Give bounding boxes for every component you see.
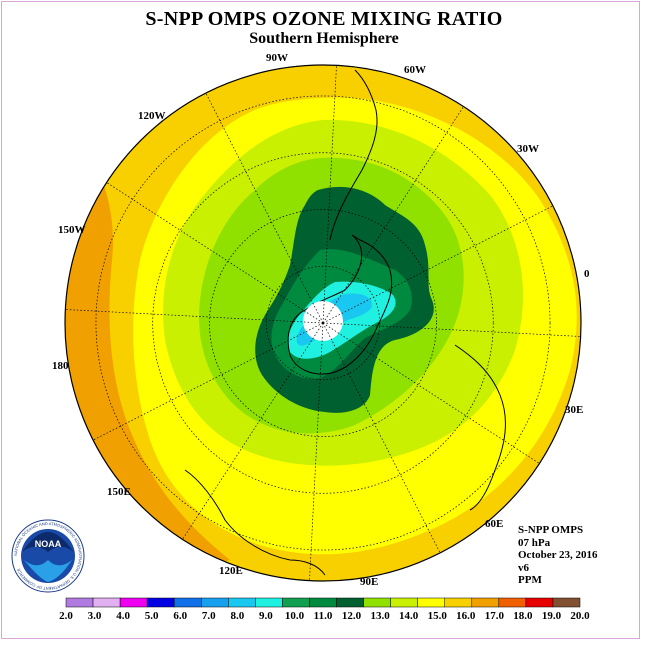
map-subtitle: Southern Hemisphere — [249, 30, 399, 47]
colorbar-tick-label: 2.0 — [59, 610, 73, 622]
colorbar-swatch — [201, 597, 229, 608]
meridian-line — [322, 205, 554, 324]
meridian-line — [309, 322, 324, 581]
meridian-line — [182, 322, 324, 540]
map-boundary — [64, 64, 582, 582]
meridian-line — [92, 322, 324, 441]
colorbar-swatch — [146, 597, 175, 608]
colorbar-tick-label: 18.0 — [513, 610, 533, 622]
colorbar-tick-label: 14.0 — [399, 610, 419, 622]
continent-outline-south-america — [329, 69, 378, 241]
colorbar-swatch — [92, 597, 121, 608]
latitude-circle — [209, 209, 437, 437]
colorbar-tick-label: 3.0 — [87, 610, 102, 622]
lon-label-90w: 90W — [266, 52, 288, 64]
colorbar-tick-label: 15.0 — [427, 610, 447, 622]
info-units: PPM — [518, 574, 542, 587]
colorbar-tick-label: 8.0 — [230, 610, 245, 622]
meridian-line — [322, 65, 337, 324]
colorbar-tick-label: 19.0 — [541, 610, 562, 622]
colorbar-tick-label: 7.0 — [201, 610, 216, 622]
latitude-circle — [265, 265, 381, 381]
info-version: v6 — [518, 561, 529, 574]
colorbar-swatch — [309, 597, 337, 608]
ozone-field — [65, 65, 581, 581]
colorbar-swatch — [119, 597, 148, 608]
continent-outline-australia — [184, 469, 326, 576]
colorbar-tick-label: 9.0 — [259, 610, 273, 622]
polar-data-gap — [303, 301, 343, 341]
lon-label-150e: 150E — [107, 486, 131, 498]
colorbar-tick-label: 12.0 — [341, 610, 362, 622]
figure-frame — [1, 1, 640, 639]
colorbar-tick-label: 16.0 — [456, 610, 476, 622]
colorbar-swatch — [525, 597, 554, 608]
meridian-line — [65, 309, 324, 324]
meridian-line — [322, 106, 464, 324]
lon-label-90e: 90E — [360, 576, 379, 588]
colorbar-swatch — [282, 597, 310, 608]
graticule — [65, 65, 581, 581]
colorbar-swatch — [444, 597, 473, 608]
colorbar-tick-label: 20.0 — [570, 610, 590, 622]
lon-label-180: 180 — [52, 360, 69, 372]
colorbar-tick-label: 4.0 — [116, 610, 130, 622]
colorbar-swatch — [552, 597, 581, 608]
meridian-line — [322, 322, 540, 464]
lon-label-30e: 30E — [565, 404, 584, 416]
colorbar-tick-label: 17.0 — [484, 610, 504, 622]
continent-outline-africa — [454, 344, 506, 511]
colorbar-swatch — [471, 597, 500, 608]
product-info: S-NPP OMPS 07 hPa October 23, 2016 v6 PP… — [518, 524, 598, 587]
colorbar-swatch — [417, 597, 445, 608]
colorbar-swatch — [173, 597, 202, 608]
colorbar-swatch — [255, 597, 283, 608]
meridian-line — [205, 92, 324, 324]
colorbar-swatch — [498, 597, 527, 608]
colorbar-tick-label: 11.0 — [313, 610, 333, 622]
colorbar-swatch — [363, 597, 391, 608]
meridian-line — [322, 322, 581, 337]
colorbar-tick-label: 6.0 — [173, 610, 188, 622]
meridian-line — [106, 182, 324, 324]
lon-label-120w: 120W — [138, 110, 166, 122]
colorbar-swatch — [65, 597, 94, 608]
info-instrument: S-NPP OMPS — [518, 524, 584, 536]
colorbar-swatch — [336, 597, 364, 608]
lon-label-120e: 120E — [219, 565, 243, 577]
colorbar-swatch — [390, 597, 418, 608]
info-date: October 23, 2016 — [518, 549, 598, 562]
colorbar-swatch — [228, 597, 256, 608]
colorbar-tick-label: 13.0 — [370, 610, 390, 622]
lon-label-60w: 60W — [404, 64, 426, 76]
lon-label-60e: 60E — [485, 518, 504, 530]
lon-label-0: 0 — [584, 268, 590, 280]
latitude-circle — [95, 95, 551, 551]
colorbar-tick-label: 10.0 — [284, 610, 305, 622]
lon-label-30w: 30W — [517, 143, 539, 155]
lon-label-150w: 150W — [58, 224, 86, 236]
meridian-line — [322, 322, 441, 554]
colorbar-tick-label: 5.0 — [144, 610, 159, 622]
latitude-circle — [152, 152, 494, 494]
contour-15-16-inner — [120, 88, 250, 165]
info-level: 07 hPa — [518, 536, 551, 549]
map-title: S-NPP OMPS OZONE MIXING RATIO — [145, 8, 503, 30]
